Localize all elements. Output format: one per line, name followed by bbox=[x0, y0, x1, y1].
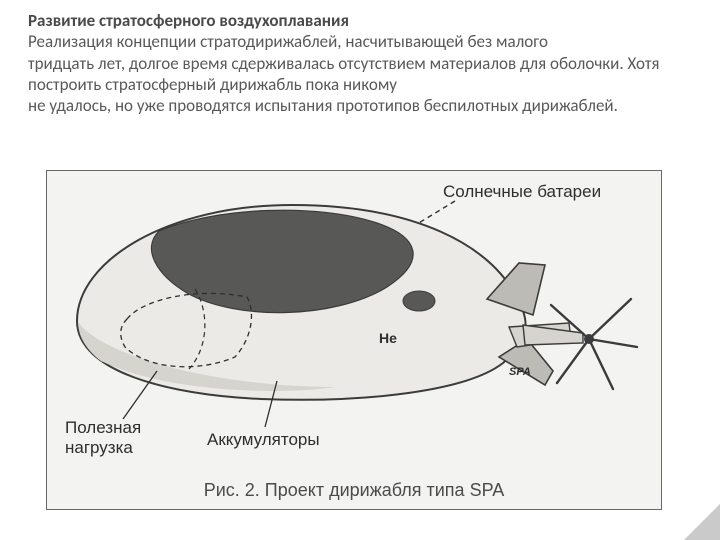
airship-diagram: He SPA Солнечные батареи Полезная нагруз… bbox=[47, 171, 661, 471]
solar-label: Солнечные батареи bbox=[443, 182, 601, 201]
figure-area: He SPA Солнечные батареи Полезная нагруз… bbox=[46, 170, 662, 510]
logo-text: SPA bbox=[509, 366, 531, 378]
body-text: Реализация концепции стратодирижаблей, н… bbox=[28, 31, 659, 116]
batteries-label: Аккумуляторы bbox=[207, 430, 320, 449]
page-title: Развитие стратосферного воздухоплавания bbox=[28, 10, 349, 31]
gas-label: He bbox=[379, 330, 397, 346]
figure-caption: Рис. 2. Проект дирижабля типа SPA bbox=[47, 480, 661, 501]
payload-label: Полезная нагрузка bbox=[65, 418, 146, 457]
text-block: Развитие стратосферного воздухоплавания … bbox=[28, 10, 668, 116]
page-curl-icon bbox=[684, 504, 720, 540]
